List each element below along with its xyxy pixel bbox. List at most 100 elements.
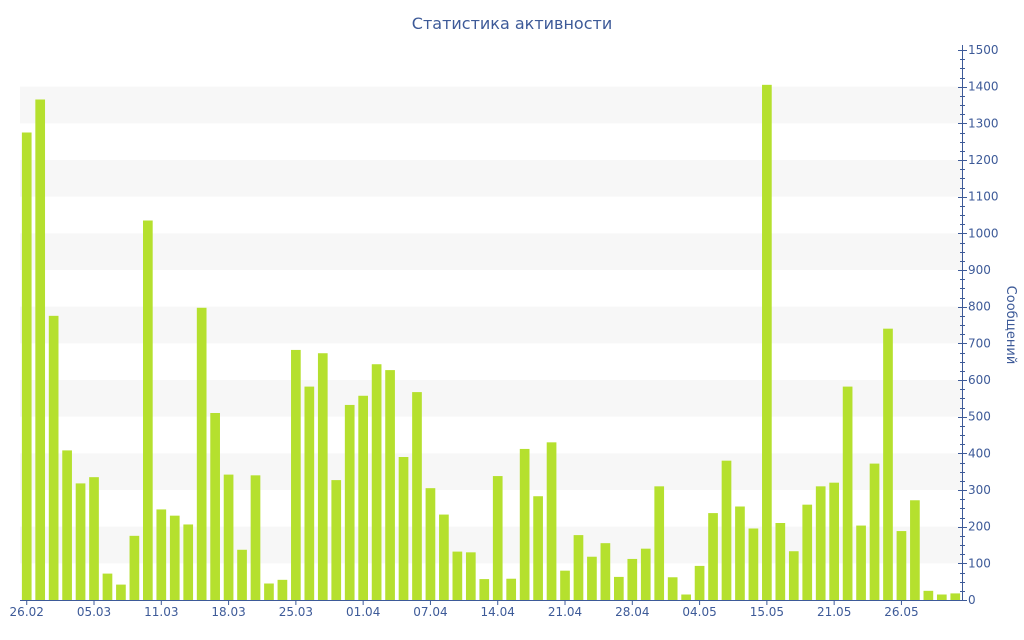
bar [223,474,234,600]
x-tick-label: 21.04 [548,605,582,619]
grid-bands [20,86,962,564]
x-tick-label: 14.04 [481,605,515,619]
bar [936,594,947,600]
x-tick-label: 26.02 [10,605,44,619]
bar [640,548,651,600]
bar [156,509,167,600]
bar [210,413,220,600]
x-axis: 26.02 05.03 11.03 18.03 25.03 01.04 07.04 14.04… [10,600,962,619]
bar [923,590,934,600]
bar [116,584,126,600]
grid-band [20,453,962,490]
y-tick-label: 1100 [968,190,999,204]
bar [344,404,355,600]
bar [102,573,113,600]
grid-band [20,160,962,197]
y-tick-label: 1000 [968,226,999,240]
bar [896,531,907,600]
bar [748,528,759,600]
bar [21,132,32,600]
bar [291,349,301,600]
x-tick-label: 05.03 [77,605,111,619]
x-tick-label: 11.03 [144,605,178,619]
x-tick-label: 21.05 [817,605,851,619]
bar [667,577,678,600]
x-tick-label: 15.05 [750,605,784,619]
bar [869,463,880,600]
bar [681,594,691,600]
bar [358,395,369,600]
bar [35,99,46,600]
y-tick-label: 0 [968,593,976,607]
grid-band [20,86,962,124]
bar [398,457,409,600]
bar [317,353,328,600]
bar [842,386,853,600]
bar [331,480,342,600]
y-axis: 0 100 200 300 400 500 600 700 800 900 1000 1100 1200… [958,43,999,607]
grid-band [20,233,962,270]
bar [735,506,745,600]
bar [89,477,99,600]
bar [883,328,893,600]
y-tick-label: 1500 [968,43,999,57]
bar [129,535,140,600]
bar [627,558,638,600]
bar [62,450,72,600]
bar [425,488,436,600]
bars [21,84,961,601]
grid-band [20,380,962,417]
bar [546,442,557,600]
chart-title: Статистика активности [411,14,613,33]
bar [573,535,584,600]
bar [250,475,261,600]
y-tick-label: 700 [968,336,991,350]
bar [264,583,274,600]
bar [613,576,624,600]
bar [75,483,86,600]
bar [856,525,866,600]
x-tick-label: 01.04 [346,605,380,619]
bar [815,486,826,600]
bar [788,551,799,600]
bar [533,496,543,600]
y-tick-label: 100 [968,556,991,570]
y-tick-label: 500 [968,410,991,424]
x-tick-label: 18.03 [211,605,245,619]
x-tick-label: 26.05 [884,605,918,619]
bar [802,504,813,600]
bar [412,392,422,600]
bar [385,370,395,600]
y-tick-label: 300 [968,483,991,497]
x-tick-label: 28.04 [615,605,649,619]
bar [142,220,153,600]
bar [560,570,570,600]
y-tick-label: 900 [968,263,991,277]
bar [304,386,315,600]
y-tick-label: 400 [968,446,991,460]
bar [654,486,665,600]
bar [587,556,597,600]
bar [277,579,288,600]
bar [775,523,786,600]
bar [506,578,517,600]
x-tick-label: 07.04 [413,605,447,619]
x-tick-label: 04.05 [682,605,716,619]
bar [950,593,961,600]
bar [708,513,718,600]
bar [237,549,247,600]
y-axis-title: Сообщений [1003,286,1018,365]
bar [694,565,705,600]
bar [519,448,530,600]
bar [169,515,180,600]
bar [492,476,503,600]
bar [439,514,449,600]
x-tick-label: 25.03 [279,605,313,619]
y-tick-label: 200 [968,520,991,534]
bar [479,579,490,600]
y-tick-label: 1300 [968,116,999,130]
grid-band [20,306,962,344]
y-tick-label: 1200 [968,153,999,167]
bar [465,552,476,600]
bar [762,84,772,601]
